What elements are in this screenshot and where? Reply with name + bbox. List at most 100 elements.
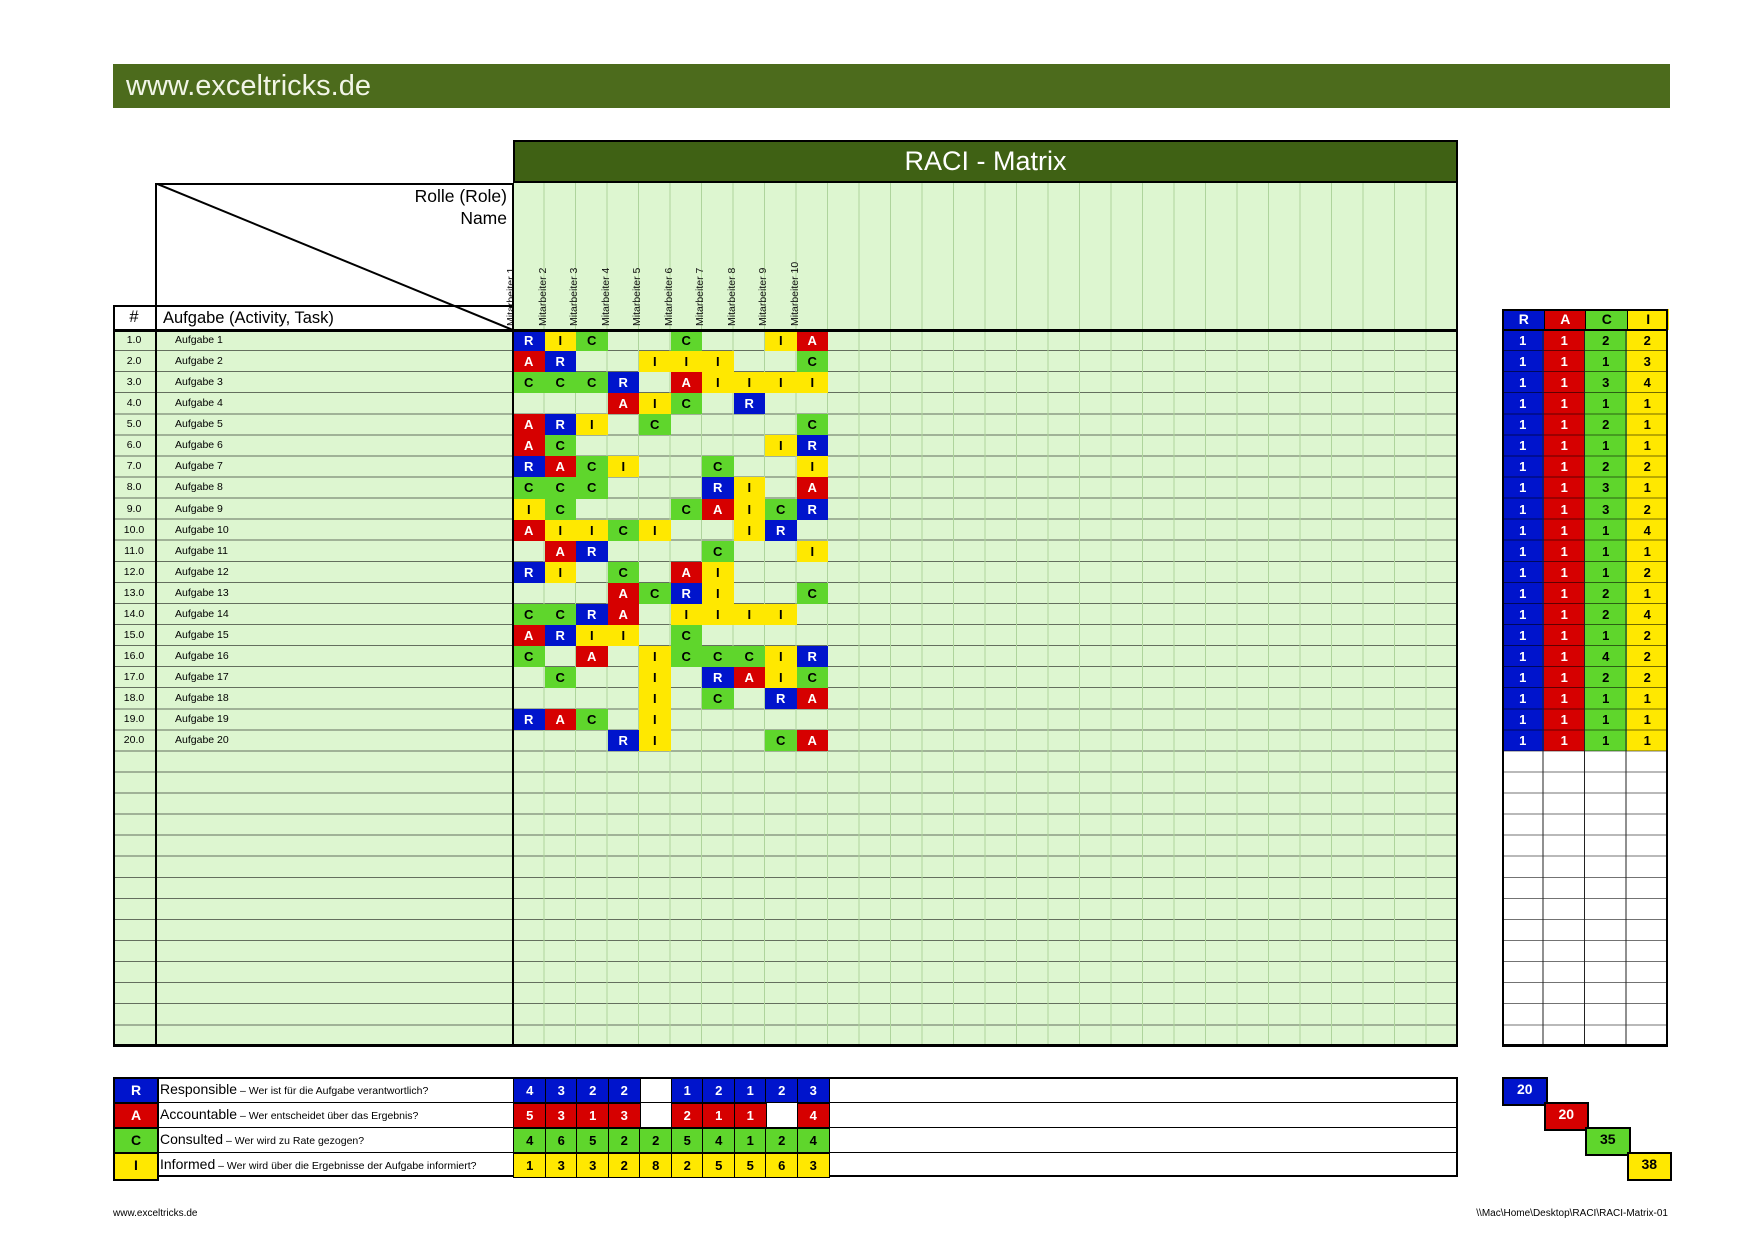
task-name: Aufgabe 5 bbox=[175, 418, 223, 431]
summary-value-C: 1 bbox=[1602, 522, 1610, 538]
row-number: 19.0 bbox=[123, 713, 145, 726]
raci-cell-C: C bbox=[796, 414, 828, 436]
column-header-label: Mitarbeiter 3 bbox=[568, 267, 580, 326]
column-header-label: Mitarbeiter 2 bbox=[536, 267, 549, 326]
raci-cell-C: C bbox=[576, 330, 608, 352]
raci-cell-C: C bbox=[702, 456, 734, 478]
raci-cell-I: I bbox=[765, 330, 797, 352]
raci-cell-I: I bbox=[765, 372, 797, 394]
raci-cell-R: R bbox=[576, 540, 608, 562]
raci-cell-I: I bbox=[765, 603, 797, 625]
border-matrix-right bbox=[1456, 183, 1458, 1046]
border-table-bottom bbox=[113, 1044, 1458, 1047]
raci-cell-I: I bbox=[765, 646, 797, 668]
legend-count-A: 4 bbox=[796, 1103, 830, 1128]
raci-cell-R: R bbox=[513, 456, 545, 478]
task-name: Aufgabe 10 bbox=[175, 523, 229, 536]
summary-value-I: 2 bbox=[1643, 459, 1651, 475]
column-header-label: Mitarbeiter 9 bbox=[757, 267, 769, 326]
legend-title: Informed bbox=[160, 1156, 216, 1172]
row-number: 17.0 bbox=[123, 671, 145, 684]
raci-cell-I: I bbox=[576, 414, 608, 436]
legend-count-A: 3 bbox=[544, 1103, 578, 1128]
row-number: 13.0 bbox=[123, 586, 145, 599]
border-matrix-left bbox=[511, 183, 514, 1046]
border-num-separator bbox=[155, 183, 157, 1046]
raci-cell-R: R bbox=[607, 730, 639, 752]
raci-cell-C: C bbox=[670, 393, 702, 415]
legend-desc: – Wer ist für die Aufgabe verantwortlich… bbox=[237, 1085, 429, 1097]
row-number: 3.0 bbox=[126, 376, 142, 389]
summary-value-C: 2 bbox=[1602, 417, 1610, 433]
summary-value-I: 2 bbox=[1643, 670, 1651, 686]
summary-value-A: 1 bbox=[1560, 438, 1568, 454]
task-name: Aufgabe 14 bbox=[175, 607, 229, 620]
raci-cell-A: A bbox=[607, 393, 639, 415]
task-name: Aufgabe 11 bbox=[175, 544, 228, 557]
raci-cell-C: C bbox=[607, 561, 639, 583]
legend-count-C: 1 bbox=[733, 1128, 767, 1153]
raci-cell-I: I bbox=[576, 624, 608, 647]
summary-value-I: 1 bbox=[1643, 691, 1651, 707]
legend-total-A: 20 bbox=[1543, 1102, 1589, 1131]
summary-value-A: 1 bbox=[1560, 712, 1568, 728]
summary-value-R: 1 bbox=[1519, 333, 1527, 348]
summary-value-A: 1 bbox=[1560, 627, 1568, 643]
task-name: Aufgabe 18 bbox=[175, 692, 229, 705]
raci-cell-R: R bbox=[513, 330, 545, 352]
raci-cell-A: A bbox=[544, 709, 576, 731]
legend-count-C: 4 bbox=[702, 1128, 736, 1153]
raci-cell-A: A bbox=[513, 519, 545, 541]
corner-header: Rolle (Role) Name Aufgabe (Activity, Tas… bbox=[155, 183, 513, 330]
legend-title: Consulted bbox=[160, 1131, 224, 1147]
summary-value-I: 1 bbox=[1643, 733, 1651, 749]
column-header-label: Mitarbeiter 6 bbox=[662, 267, 675, 326]
summary-value-C: 1 bbox=[1602, 712, 1610, 728]
raci-cell-C: C bbox=[639, 582, 671, 604]
raci-cell-R: R bbox=[702, 667, 734, 689]
task-name: Aufgabe 19 bbox=[175, 713, 229, 726]
raci-cell-I: I bbox=[702, 372, 734, 394]
summary-value-A: 1 bbox=[1560, 670, 1568, 686]
raci-cell-I: I bbox=[639, 688, 671, 710]
raci-cell-C: C bbox=[670, 624, 702, 647]
raci-cell-C: C bbox=[544, 435, 576, 457]
row-number: 14.0 bbox=[123, 607, 145, 620]
summary-value-R: 1 bbox=[1519, 459, 1527, 475]
summary-value-C: 1 bbox=[1602, 438, 1610, 454]
task-name: Aufgabe 15 bbox=[175, 628, 229, 641]
raci-cell-C: C bbox=[513, 603, 545, 625]
raci-cell-C: C bbox=[765, 730, 797, 752]
raci-cell-I: I bbox=[733, 477, 765, 499]
raci-cell-C: C bbox=[796, 667, 828, 689]
summary-value-R: 1 bbox=[1519, 375, 1527, 391]
legend-count-C: 4 bbox=[796, 1128, 830, 1153]
footer-right: \\Mac\Home\Desktop\RACI\RACI-Matrix-01 bbox=[1476, 1208, 1668, 1219]
summary-value-I: 1 bbox=[1643, 438, 1651, 454]
raci-cell-C: C bbox=[702, 688, 734, 710]
summary-value-R: 1 bbox=[1519, 585, 1527, 601]
summary-value-I: 1 bbox=[1643, 480, 1651, 496]
summary-value-R: 1 bbox=[1519, 564, 1527, 580]
raci-cell-I: I bbox=[702, 582, 734, 604]
raci-cell-I: I bbox=[639, 351, 671, 373]
legend-count-I: 6 bbox=[765, 1153, 799, 1178]
raci-cell-I: I bbox=[639, 646, 671, 668]
legend-description: Accountable – Wer entscheidet über das E… bbox=[160, 1102, 510, 1127]
summary-value-I: 4 bbox=[1643, 606, 1651, 622]
legend-total-R: 20 bbox=[1502, 1077, 1548, 1106]
summary-value-R: 1 bbox=[1519, 354, 1527, 370]
summary-value-R: 1 bbox=[1519, 627, 1527, 643]
legend-count-R: 2 bbox=[765, 1078, 799, 1103]
raci-cell-I: I bbox=[607, 624, 639, 647]
legend-description: Responsible – Wer ist für die Aufgabe ve… bbox=[160, 1077, 510, 1102]
task-name: Aufgabe 3 bbox=[175, 376, 223, 389]
raci-cell-R: R bbox=[765, 688, 797, 710]
legend-count-A: 5 bbox=[513, 1103, 547, 1128]
summary-value-C: 2 bbox=[1602, 670, 1610, 686]
raci-cell-I: I bbox=[765, 435, 797, 457]
border-summary-top bbox=[1502, 309, 1668, 311]
raci-cell-I: I bbox=[639, 667, 671, 689]
summary-value-R: 1 bbox=[1519, 417, 1527, 433]
